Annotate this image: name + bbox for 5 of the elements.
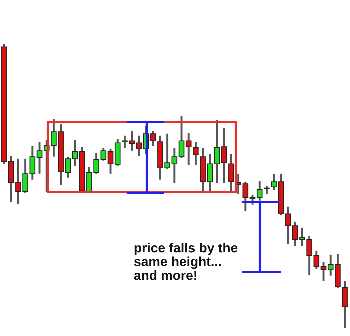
candlestick (193, 142, 199, 166)
candlestick (342, 281, 348, 328)
candlestick (228, 154, 234, 193)
annotation: price falls by the same height... and more! (134, 243, 238, 280)
candlestick (264, 186, 270, 194)
